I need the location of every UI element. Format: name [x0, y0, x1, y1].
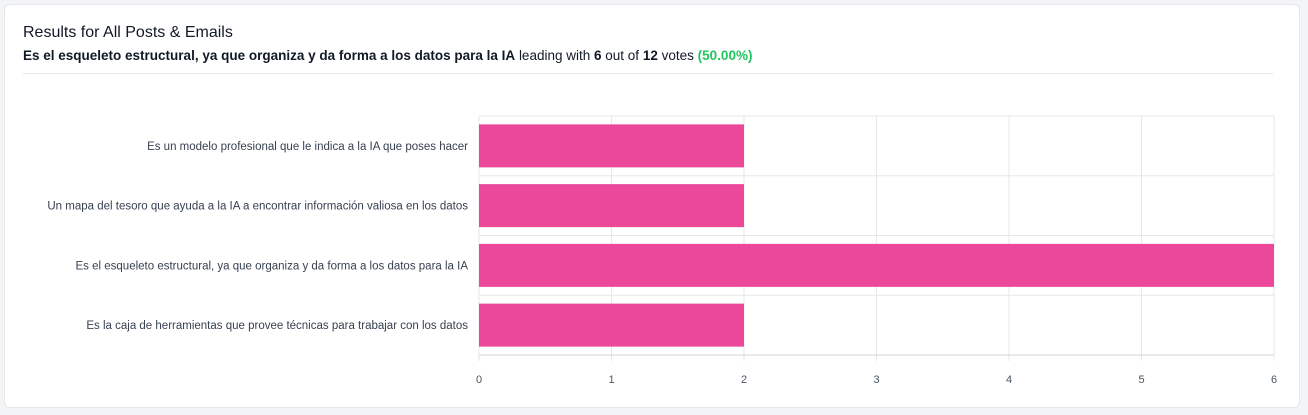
- x-tick-label: 3: [873, 374, 879, 386]
- x-axis-ticks: 0 1 2 3 4 5 6: [476, 374, 1277, 386]
- category-labels: Es un modelo profesional que le indica a…: [47, 141, 468, 332]
- leading-option: Es el esqueleto estructural, ya que orga…: [23, 48, 516, 63]
- x-tick-label: 6: [1271, 374, 1277, 386]
- leading-with-text: leading with: [518, 48, 591, 63]
- chart-bars: [479, 124, 1274, 347]
- total-votes: 12: [642, 48, 658, 63]
- leading-percent: (50.00%): [697, 48, 753, 63]
- bar[interactable]: [479, 124, 744, 168]
- x-tick-label: 2: [741, 374, 747, 386]
- category-label: Es el esqueleto estructural, ya que orga…: [76, 260, 469, 272]
- out-of-text: out of: [605, 48, 640, 63]
- category-label: Es la caja de herramientas que provee té…: [86, 320, 468, 332]
- bar[interactable]: [479, 184, 744, 228]
- header-divider: [23, 73, 1273, 74]
- x-tick-label: 4: [1006, 374, 1012, 386]
- results-title: Results for All Posts & Emails: [23, 24, 233, 41]
- category-label: Es un modelo profesional que le indica a…: [147, 141, 468, 153]
- votes-word: votes: [661, 48, 694, 63]
- x-tick-label: 1: [608, 374, 614, 386]
- results-summary: Es el esqueleto estructural, ya que orga…: [23, 48, 752, 63]
- leading-votes: 6: [594, 48, 602, 63]
- x-tick-label: 0: [476, 374, 482, 386]
- bar[interactable]: [479, 303, 744, 347]
- category-label: Un mapa del tesoro que ayuda a la IA a e…: [47, 201, 468, 213]
- x-tick-label: 5: [1138, 374, 1144, 386]
- bar[interactable]: [479, 243, 1274, 287]
